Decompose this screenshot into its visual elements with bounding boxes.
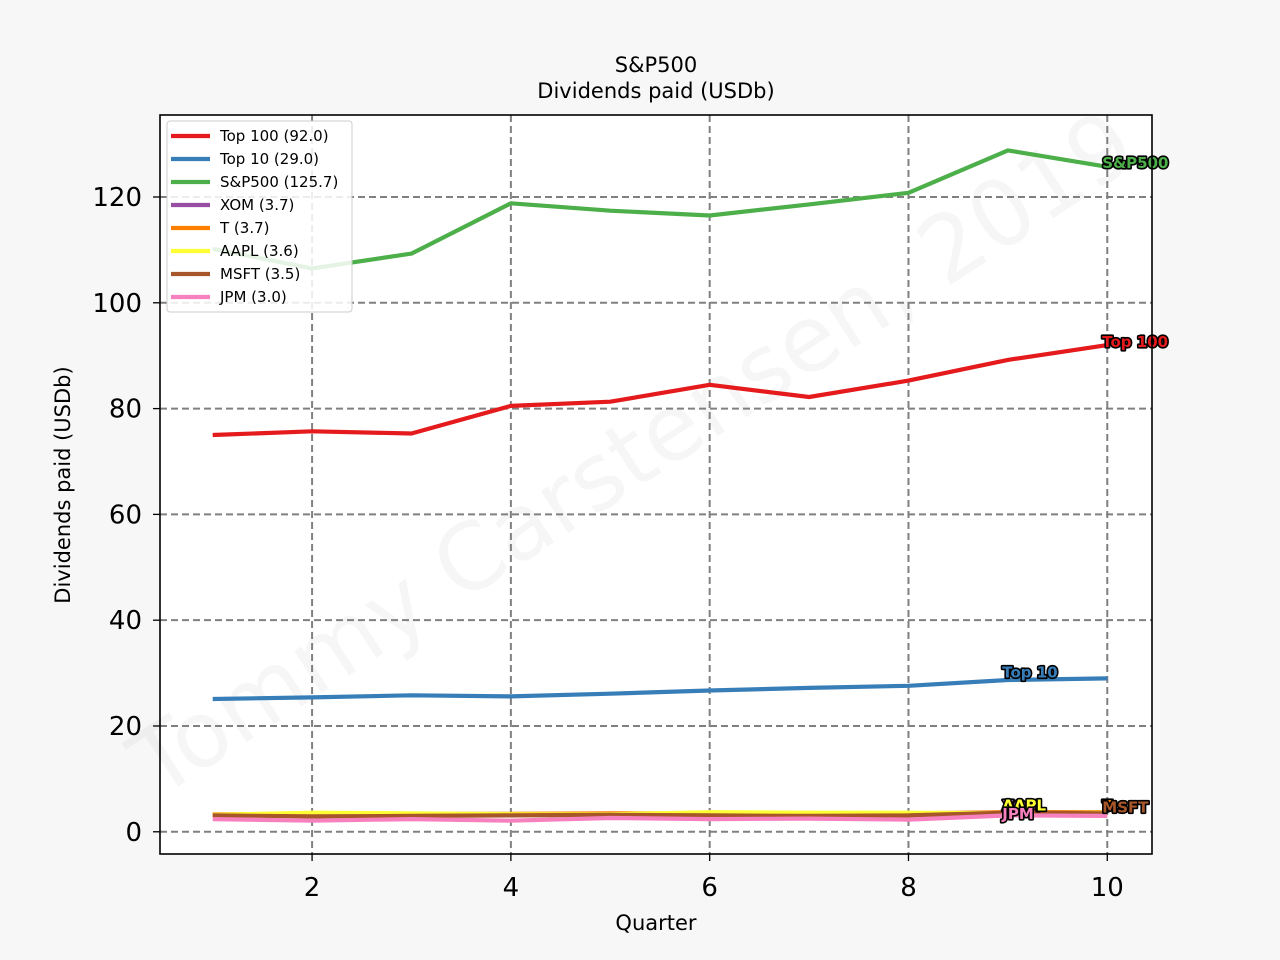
chart-title: S&P500: [615, 53, 697, 77]
grid: [160, 115, 1152, 854]
series-lines: [212, 148, 1108, 823]
legend-label-top-100: Top 100 (92.0): [219, 127, 329, 145]
x-tick-label-2: 2: [304, 873, 321, 903]
end-label-aapl: AAPL: [1002, 797, 1046, 815]
y-tick-label-40: 40: [109, 606, 142, 636]
chart-subtitle: Dividends paid (USDb): [537, 79, 774, 103]
legend-label-t: T (3.7): [219, 219, 270, 237]
end-label-s-p500: S&P500: [1102, 154, 1168, 172]
y-tick-label-120: 120: [92, 183, 142, 213]
end-label-top-10: Top 10: [1002, 663, 1057, 681]
end-label-t: T: [1102, 797, 1113, 815]
y-tick-label-80: 80: [109, 395, 142, 425]
legend-label-top-10: Top 10 (29.0): [219, 150, 319, 168]
legend: Top 100 (92.0) Top 10 (29.0) S&P500 (125.7…: [166, 120, 353, 313]
x-tick-label-10: 10: [1091, 873, 1124, 903]
legend-label-xom: XOM (3.7): [220, 196, 294, 214]
end-label-msft: MSFT: [1102, 798, 1149, 816]
end-label-jpm: JPM: [1001, 805, 1034, 823]
legend-label-msft: MSFT (3.5): [220, 265, 300, 283]
y-tick-label-100: 100: [92, 289, 142, 319]
end-label-xom: XOM: [1002, 797, 1041, 815]
x-tick-label-8: 8: [900, 873, 917, 903]
series-line-top-100: [212, 343, 1108, 438]
series-line-msft: [212, 810, 1108, 819]
y-tick-label-0: 0: [125, 818, 142, 848]
legend-label-jpm: JPM (3.0): [219, 288, 287, 306]
legend-label-s-p500: S&P500 (125.7): [220, 173, 338, 191]
legend-box: [166, 120, 353, 313]
x-axis-label: Quarter: [615, 911, 696, 935]
end-label-top-100: Top 100: [1102, 333, 1168, 351]
y-axis-label: Dividends paid (USDb): [51, 366, 75, 603]
y-tick-label-60: 60: [109, 500, 142, 530]
x-tick-label-4: 4: [503, 873, 520, 903]
series-line-jpm: [212, 813, 1108, 823]
plot-frame: [159, 114, 1153, 855]
end-labels: Top 100 Top 10 S&P500 XOM T AAPL MSFT JPM: [1000, 152, 1170, 824]
legend-label-aapl: AAPL (3.6): [220, 242, 299, 260]
series-line-top-10: [212, 676, 1108, 702]
x-tick-label-6: 6: [701, 873, 718, 903]
series-line-s-p500: [212, 148, 1108, 271]
y-tick-label-20: 20: [109, 712, 142, 742]
